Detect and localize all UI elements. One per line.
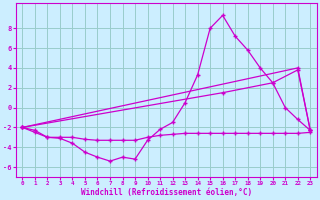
X-axis label: Windchill (Refroidissement éolien,°C): Windchill (Refroidissement éolien,°C) [81,188,252,197]
